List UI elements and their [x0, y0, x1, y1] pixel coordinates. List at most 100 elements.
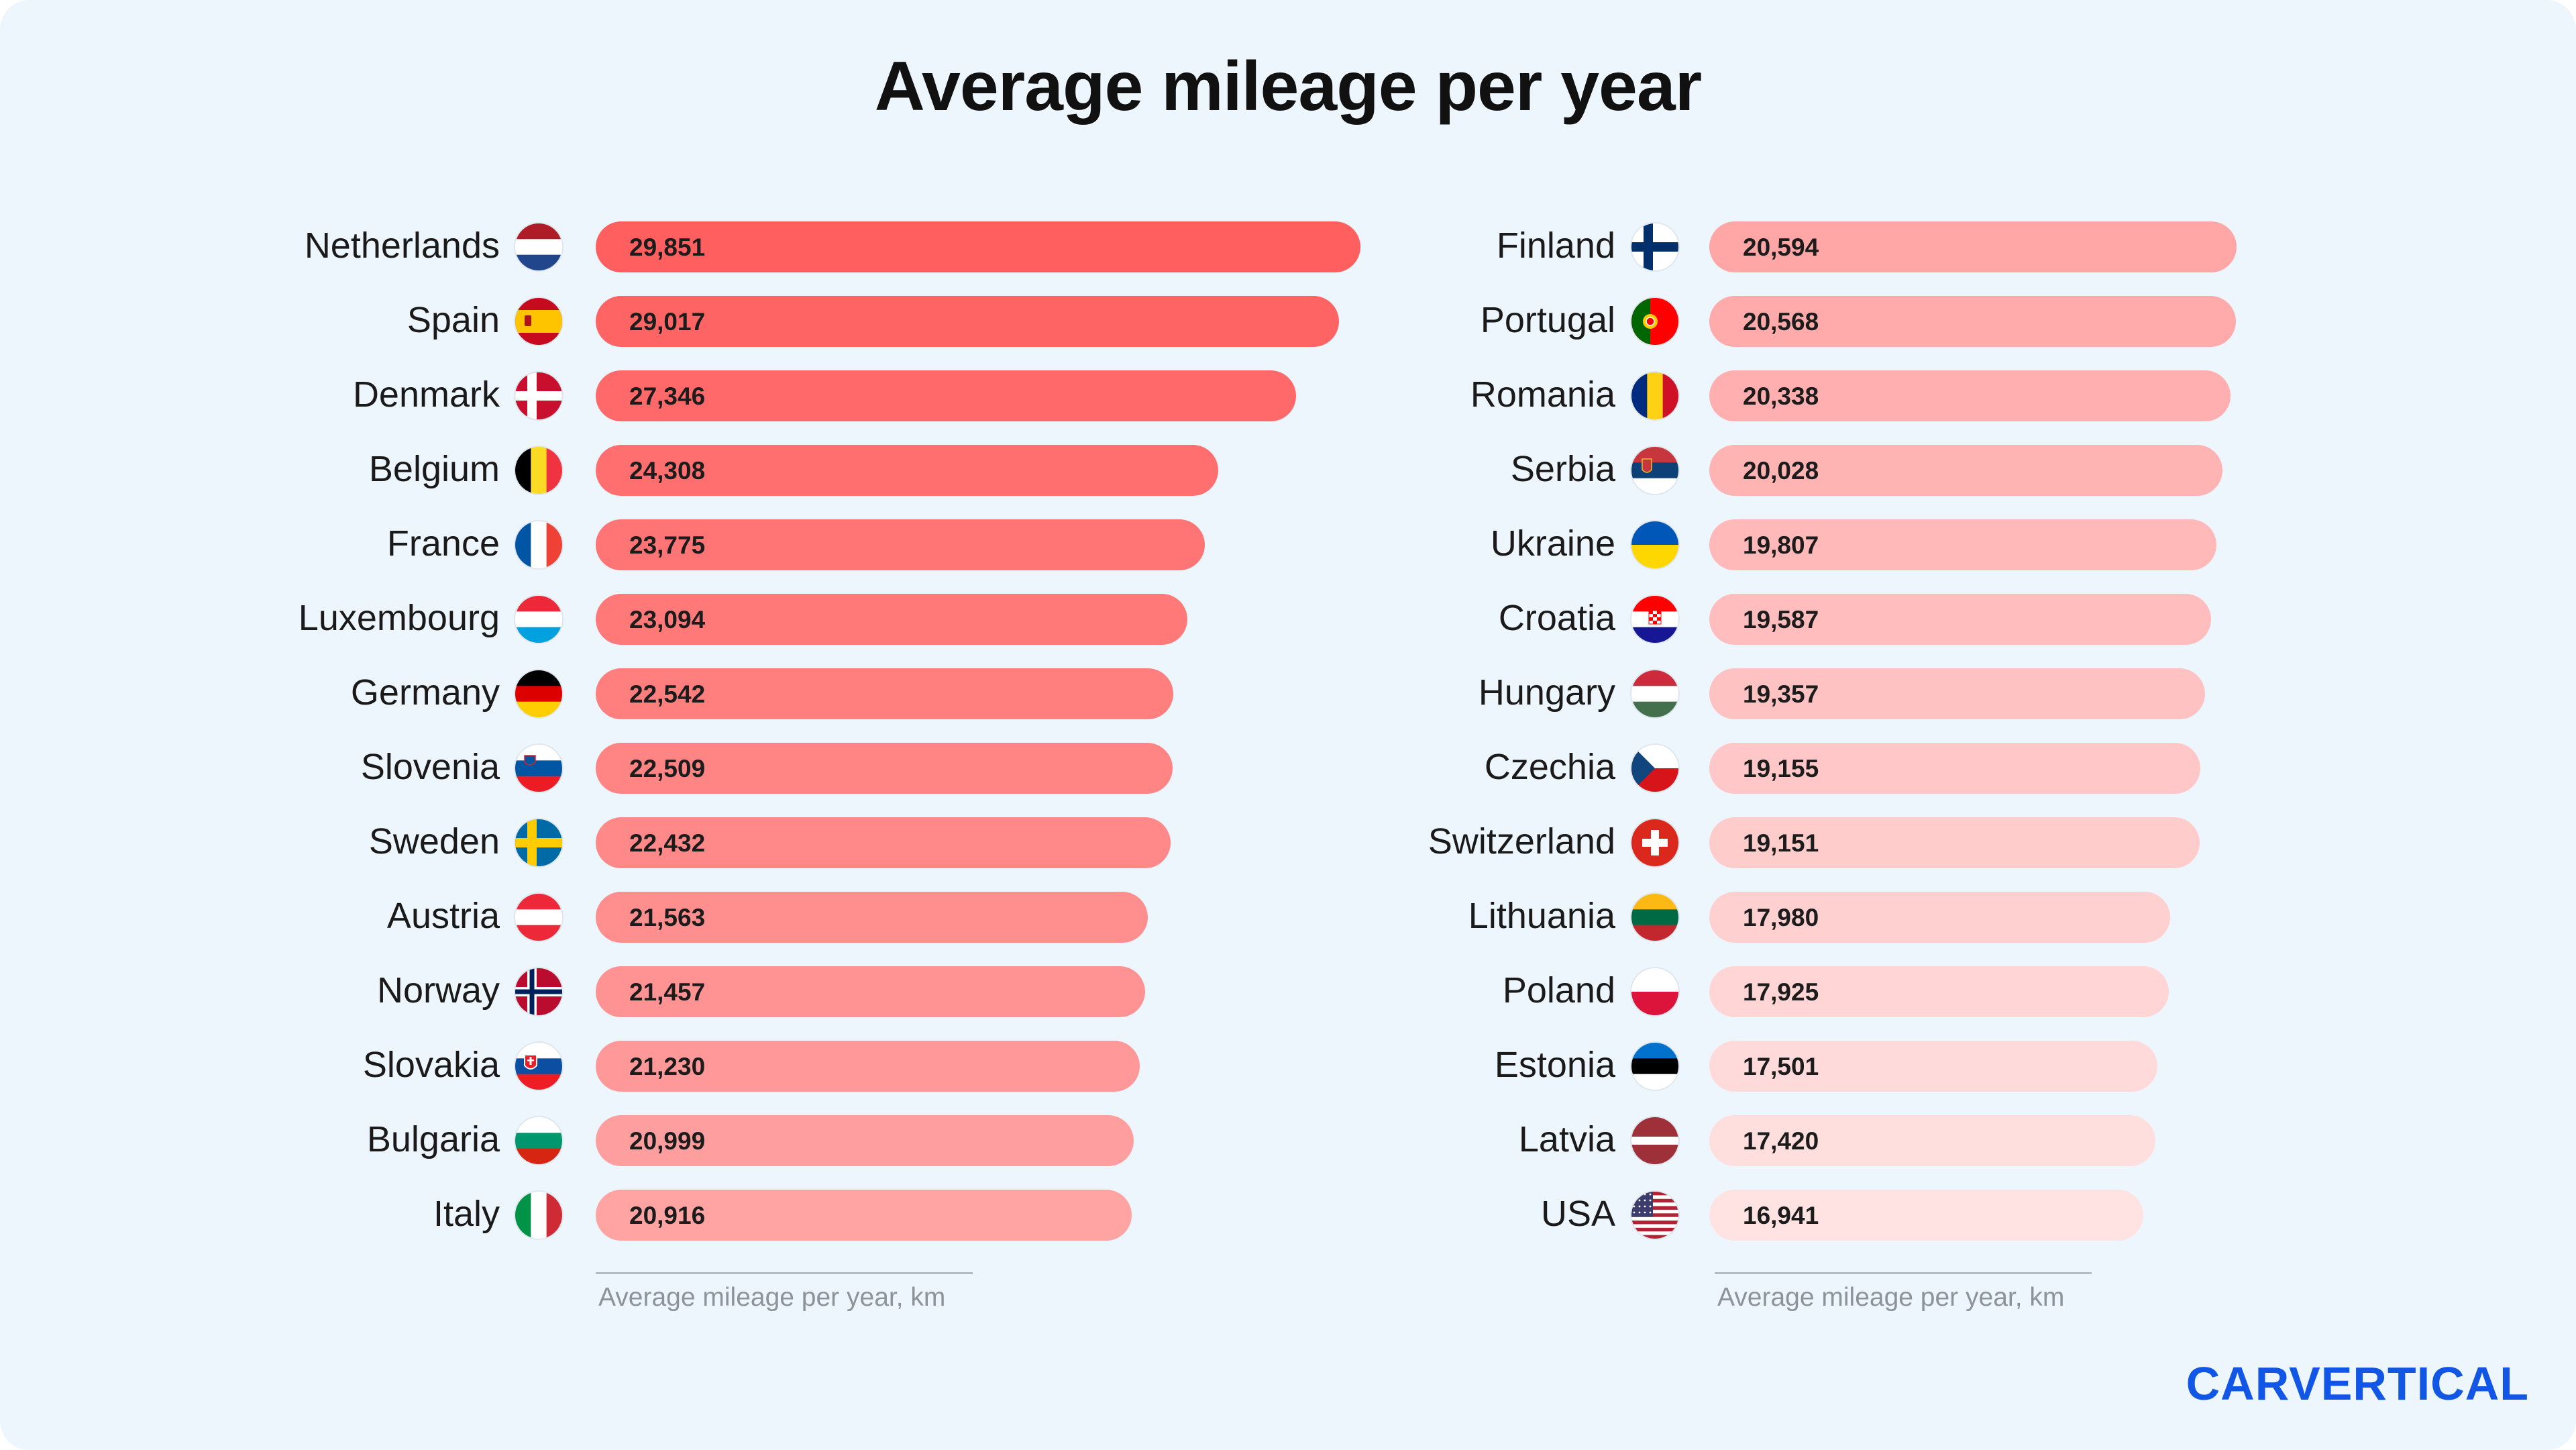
bar: [1709, 817, 2200, 868]
country-label: Finland: [1496, 225, 1615, 266]
flag-lithuania-icon: [1631, 894, 1678, 941]
country-label: Serbia: [1510, 449, 1615, 489]
value-label: 19,587: [1743, 606, 1819, 633]
country-label: Spain: [407, 300, 500, 340]
bar: [596, 519, 1205, 570]
country-label: Denmark: [352, 374, 500, 415]
bar-row: Hungary 19,357: [0, 668, 2576, 719]
country-label: Switzerland: [1428, 821, 1615, 862]
bar-row: Romania 20,338: [0, 370, 2576, 421]
value-label: 19,807: [1743, 531, 1819, 559]
bar-row: Luxembourg 23,094: [0, 594, 2576, 645]
bar-row: Czechia 19,155: [0, 743, 2576, 794]
bar-row: Switzerland 19,151: [0, 817, 2576, 868]
country-label: Austria: [386, 896, 500, 936]
bar: [596, 370, 1297, 421]
flag-usa-icon: [1631, 1192, 1678, 1239]
value-label: 20,028: [1743, 457, 1819, 484]
bar: [596, 817, 1171, 868]
bar-row: Denmark 27,346: [0, 370, 2576, 421]
bar: [1709, 1041, 2158, 1092]
bar-row: Portugal 20,568: [0, 296, 2576, 347]
bar-row: Finland 20,594: [0, 221, 2576, 272]
value-label: 24,308: [629, 457, 706, 484]
country-label: Lithuania: [1468, 896, 1615, 936]
flag-germany-icon: [515, 670, 562, 717]
bar-row: France 23,775: [0, 519, 2576, 570]
flag-finland-icon: [1631, 223, 1678, 270]
value-label: 29,017: [629, 308, 706, 335]
country-label: Czechia: [1484, 747, 1615, 787]
flag-hungary-icon: [1631, 670, 1678, 717]
country-label: Portugal: [1480, 300, 1615, 340]
right-axis-line: [1715, 1272, 2092, 1274]
bar-row: Poland 17,925: [0, 966, 2576, 1017]
value-label: 16,941: [1743, 1202, 1819, 1229]
flag-estonia-icon: [1631, 1043, 1678, 1090]
flag-slovenia-icon: [515, 745, 562, 792]
bar-row: Latvia 17,420: [0, 1115, 2576, 1166]
bar: [1709, 221, 2237, 272]
chart-title: Average mileage per year: [874, 48, 1702, 125]
value-label: 20,916: [629, 1202, 706, 1229]
value-label: 22,509: [629, 755, 706, 782]
flag-denmark-icon: [515, 372, 562, 419]
bar: [596, 892, 1148, 943]
bar: [596, 1190, 1132, 1241]
flag-belgium-icon: [515, 447, 562, 494]
flag-czechia-icon: [1631, 745, 1678, 792]
country-label: Croatia: [1498, 598, 1615, 638]
value-label: 23,094: [629, 606, 706, 633]
bar-row: Sweden 22,432: [0, 817, 2576, 868]
bar: [596, 296, 1340, 347]
bar: [1709, 668, 2206, 719]
bar-row: Lithuania 17,980: [0, 892, 2576, 943]
bar-row: Slovenia 22,509: [0, 743, 2576, 794]
bar-row: Croatia 19,587: [0, 594, 2576, 645]
value-label: 21,563: [629, 904, 706, 931]
country-label: Slovakia: [362, 1045, 500, 1085]
bar: [1709, 519, 2217, 570]
country-label: Poland: [1502, 970, 1615, 1011]
flag-slovakia-icon: [515, 1043, 562, 1090]
bar-row: Slovakia 21,230: [0, 1041, 2576, 1092]
bar: [1709, 296, 2237, 347]
value-label: 23,775: [629, 531, 706, 559]
country-label: Romania: [1470, 374, 1615, 415]
flag-croatia-icon: [1631, 596, 1678, 643]
country-label: Ukraine: [1490, 523, 1615, 564]
flag-spain-icon: [515, 298, 562, 345]
value-label: 17,980: [1743, 904, 1819, 931]
bar: [1709, 743, 2200, 794]
country-label: USA: [1540, 1194, 1615, 1234]
right-axis-label: Average mileage per year, km: [1717, 1283, 2065, 1312]
flag-latvia-icon: [1631, 1117, 1678, 1164]
left-axis-line: [596, 1272, 973, 1274]
country-label: Norway: [376, 970, 500, 1011]
value-label: 20,999: [629, 1127, 706, 1155]
flag-serbia-icon: [1631, 447, 1678, 494]
value-label: 21,457: [629, 978, 706, 1006]
value-label: 20,594: [1743, 234, 1819, 261]
flag-norway-icon: [515, 968, 562, 1015]
bar: [596, 594, 1187, 645]
bar: [596, 966, 1146, 1017]
country-label: Latvia: [1518, 1119, 1615, 1159]
flag-luxembourg-icon: [515, 596, 562, 643]
flag-italy-icon: [515, 1192, 562, 1239]
country-label: Germany: [350, 672, 500, 713]
bar-row: Spain 29,017: [0, 296, 2576, 347]
bar-row: Norway 21,457: [0, 966, 2576, 1017]
bar: [596, 445, 1219, 496]
value-label: 19,155: [1743, 755, 1819, 782]
country-label: Netherlands: [304, 225, 500, 266]
bar: [596, 743, 1173, 794]
value-label: 21,230: [629, 1053, 706, 1080]
bar: [1709, 445, 2222, 496]
country-label: Slovenia: [360, 747, 500, 787]
bar: [596, 221, 1360, 272]
bar: [1709, 594, 2212, 645]
value-label: 19,151: [1743, 829, 1819, 857]
country-label: Estonia: [1494, 1045, 1615, 1085]
bar-row: Netherlands 29,851: [0, 221, 2576, 272]
